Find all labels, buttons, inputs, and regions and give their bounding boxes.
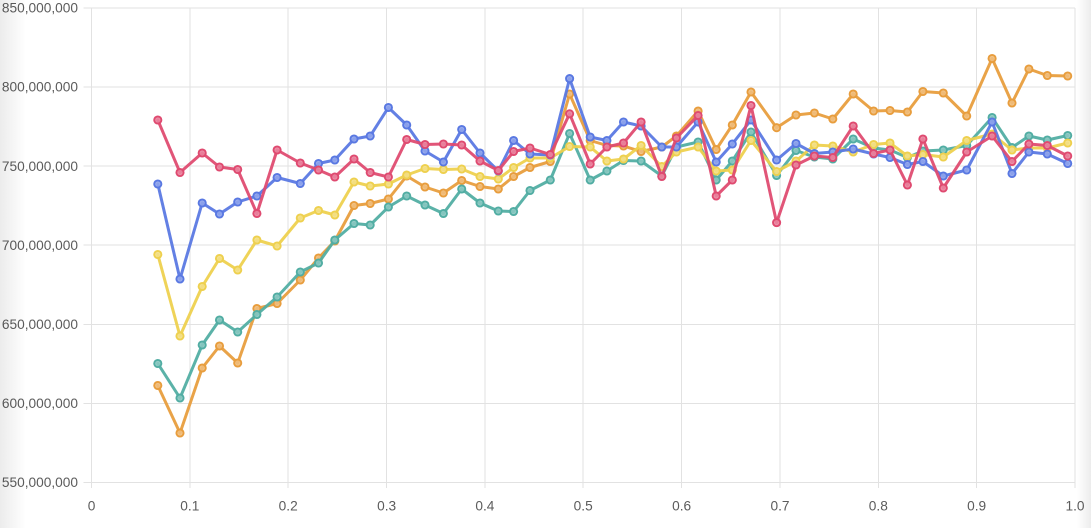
- svg-text:0.6: 0.6: [672, 499, 691, 514]
- svg-text:0.2: 0.2: [279, 499, 298, 514]
- svg-text:0.5: 0.5: [574, 499, 593, 514]
- svg-text:0.9: 0.9: [967, 499, 986, 514]
- svg-text:0.7: 0.7: [770, 499, 789, 514]
- svg-text:0: 0: [88, 499, 96, 514]
- svg-text:0.4: 0.4: [475, 499, 494, 514]
- svg-text:0.1: 0.1: [180, 499, 199, 514]
- svg-text:0.3: 0.3: [377, 499, 396, 514]
- svg-text:0.8: 0.8: [869, 499, 888, 514]
